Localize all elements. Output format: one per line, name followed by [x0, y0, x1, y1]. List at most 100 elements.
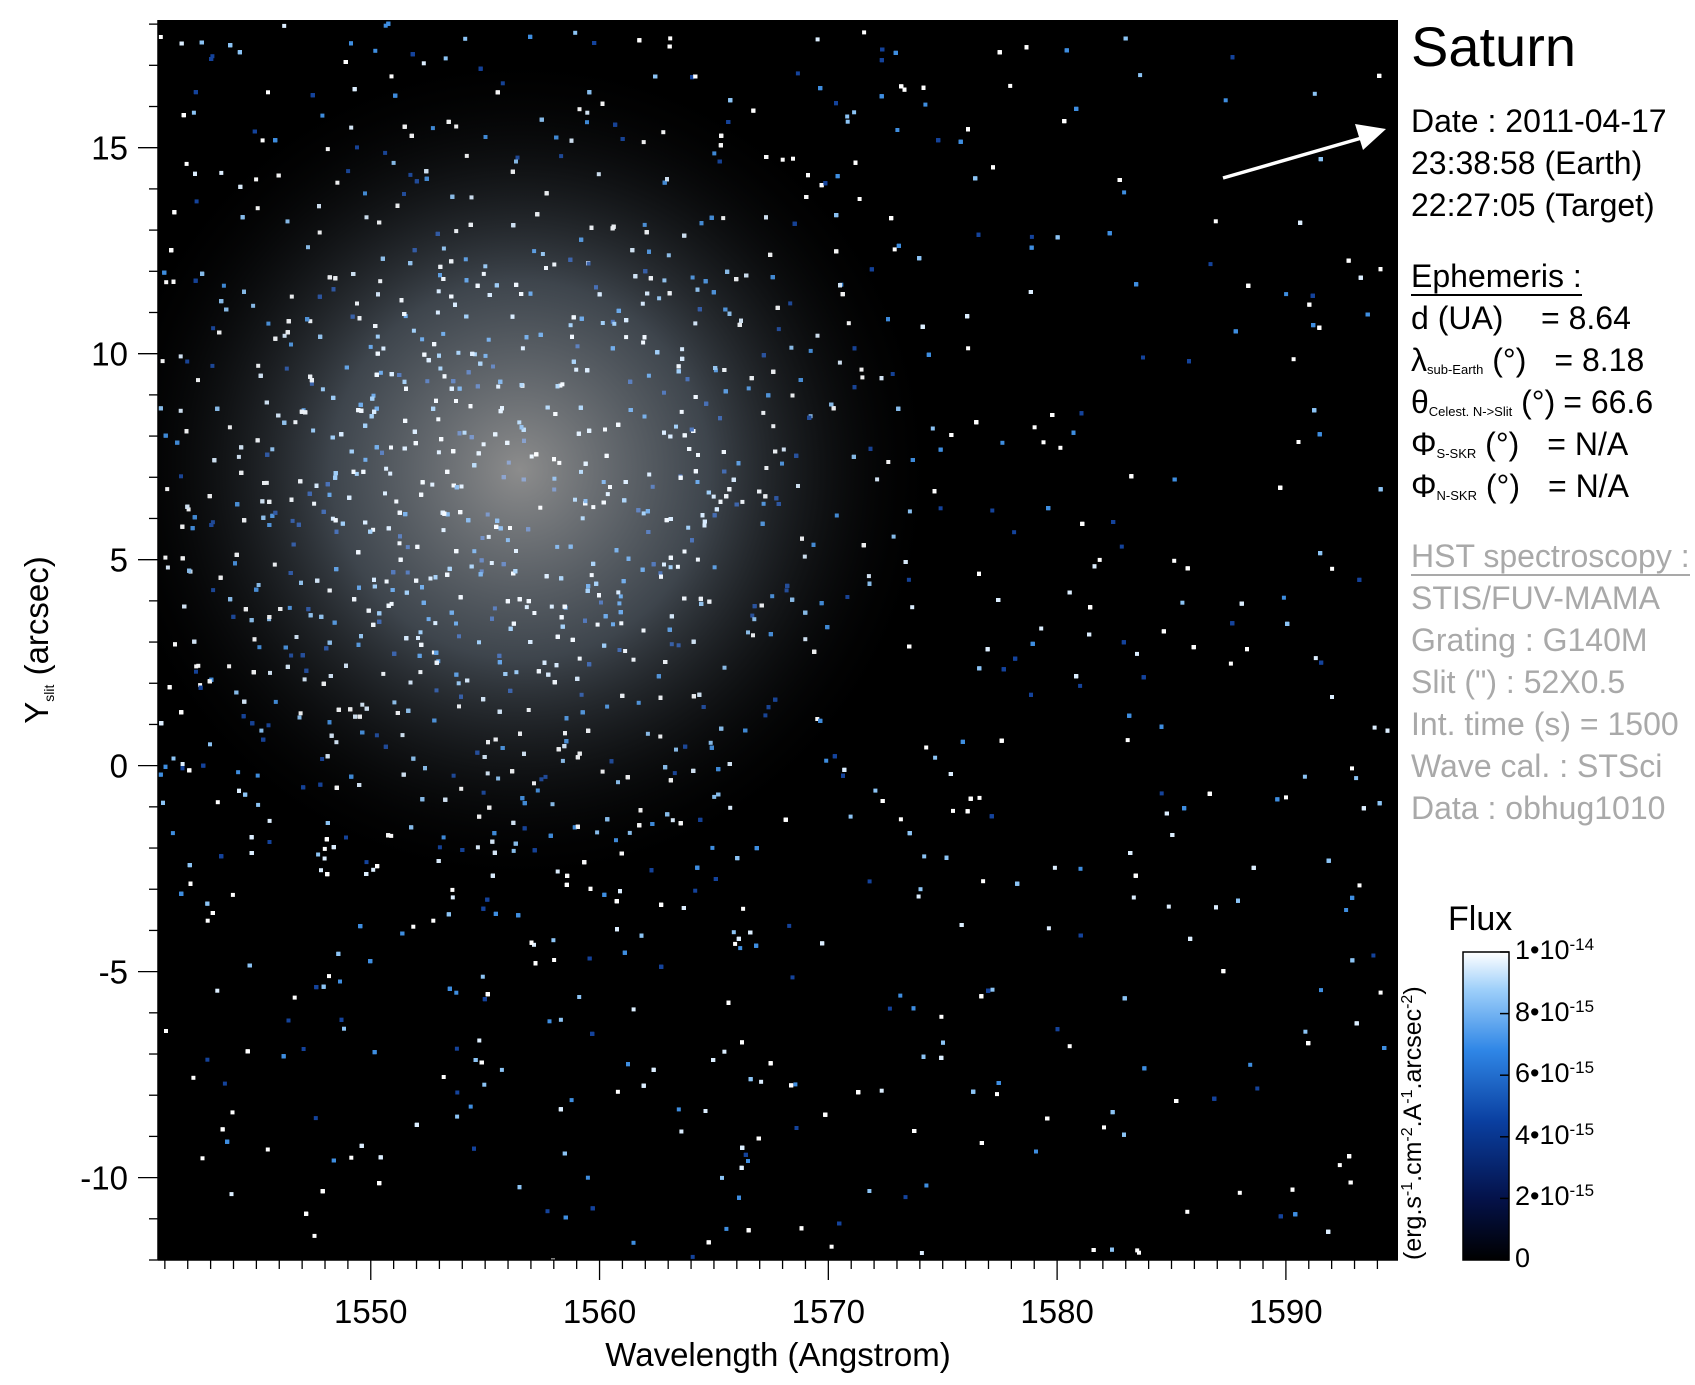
heatmap-pixel	[1187, 359, 1191, 364]
heatmap-pixel	[319, 868, 323, 873]
heatmap-pixel	[161, 800, 165, 805]
heatmap-pixel	[898, 993, 903, 998]
heatmap-pixel	[1134, 282, 1139, 287]
heatmap-pixel	[713, 877, 718, 881]
heatmap-pixel	[659, 902, 664, 907]
heatmap-pixel	[922, 854, 927, 859]
heatmap-pixel	[902, 87, 907, 92]
heatmap-pixel	[517, 1185, 522, 1190]
heatmap-pixel	[728, 98, 733, 103]
heatmap-pixel	[968, 796, 973, 801]
heatmap-pixel	[310, 93, 315, 98]
heatmap-pixel	[829, 1244, 834, 1249]
heatmap-pixel	[893, 50, 898, 55]
heatmap-pixel	[431, 918, 436, 923]
heatmap-pixel	[895, 128, 900, 132]
heatmap-pixel	[411, 924, 416, 929]
heatmap-pixel	[1097, 557, 1102, 562]
heatmap-pixel	[205, 901, 210, 906]
heatmap-pixel	[364, 860, 369, 865]
heatmap-pixel	[887, 1006, 892, 1011]
heatmap-pixel	[1307, 302, 1312, 307]
heatmap-pixel	[857, 197, 862, 201]
heatmap-pixel	[793, 1082, 798, 1087]
heatmap-pixel	[193, 90, 198, 95]
heatmap-pixel	[1067, 1044, 1072, 1049]
heatmap-pixel	[787, 923, 792, 928]
heatmap-pixel	[1029, 692, 1033, 697]
heatmap-pixel	[1127, 713, 1132, 718]
heatmap-pixel	[1318, 157, 1323, 162]
heatmap-pixel	[481, 906, 486, 911]
heatmap-pixel	[485, 897, 490, 902]
heatmap-pixel	[641, 1083, 646, 1088]
heatmap-pixel	[1312, 91, 1317, 96]
heatmap-pixel	[1357, 577, 1362, 582]
heatmap-pixel	[562, 1151, 567, 1156]
heatmap-pixel	[320, 1189, 325, 1194]
heatmap-pixel	[1182, 806, 1187, 811]
heatmap-pixel	[631, 1007, 636, 1012]
heatmap-pixel	[1166, 904, 1171, 909]
heatmap-pixel	[199, 40, 204, 45]
heatmap-pixel	[249, 835, 254, 840]
heatmap-pixel	[1131, 895, 1136, 900]
heatmap-pixel	[316, 852, 321, 857]
heatmap-pixel	[1138, 73, 1143, 78]
heatmap-pixel	[331, 1158, 336, 1163]
heatmap-pixel	[187, 863, 192, 868]
heatmap-pixel	[1185, 566, 1190, 571]
heatmap-pixel	[372, 1050, 377, 1055]
heatmap-pixel	[903, 1195, 908, 1200]
heatmap-pixel	[314, 985, 319, 990]
heatmap-pixel	[711, 1058, 716, 1062]
heatmap-pixel	[1034, 1149, 1038, 1154]
heatmap-pixel	[1041, 440, 1046, 445]
heatmap-pixel	[973, 176, 978, 181]
heatmap-pixel	[200, 1156, 205, 1161]
heatmap-pixel	[1135, 1248, 1140, 1253]
heatmap-pixel	[219, 170, 224, 175]
heatmap-pixel	[256, 802, 261, 807]
heatmap-pixel	[1313, 656, 1318, 661]
heatmap-pixel	[867, 879, 872, 884]
heatmap-pixel	[618, 889, 622, 894]
heatmap-pixel	[659, 964, 664, 969]
heatmap-pixel	[336, 951, 341, 956]
heatmap-pixel	[228, 43, 233, 48]
heatmap-pixel	[743, 1152, 748, 1157]
heatmap-pixel	[441, 1075, 446, 1079]
heatmap-pixel	[342, 1026, 346, 1031]
heatmap-pixel	[1223, 98, 1228, 103]
heatmap-pixel	[842, 767, 847, 772]
heatmap-pixel	[912, 1129, 917, 1133]
heatmap-pixel	[301, 1047, 306, 1051]
heatmap-pixel	[1028, 290, 1033, 294]
heatmap-pixel	[790, 975, 795, 980]
heatmap-pixel	[472, 1146, 476, 1151]
heatmap-pixel	[919, 1251, 924, 1255]
heatmap-pixel	[1000, 440, 1005, 445]
heatmap-pixel	[1121, 640, 1126, 645]
heatmap-pixel	[862, 30, 867, 35]
heatmap-pixel	[237, 50, 242, 55]
heatmap-pixel	[180, 762, 185, 766]
heatmap-pixel	[626, 1062, 630, 1067]
heatmap-pixel	[485, 992, 490, 997]
heatmap-pixel	[383, 23, 388, 28]
heatmap-pixel	[1208, 262, 1213, 267]
heatmap-pixel	[818, 86, 823, 91]
heatmap-pixel	[454, 1046, 459, 1051]
heatmap-pixel	[191, 1075, 196, 1080]
heatmap-pixel	[1293, 1212, 1298, 1217]
heatmap-pixel	[1237, 1190, 1242, 1195]
heatmap-pixel	[995, 1092, 999, 1097]
heatmap-pixel	[754, 943, 759, 948]
heatmap-pixel	[343, 60, 348, 64]
heatmap-pixel	[1133, 873, 1138, 878]
heatmap-pixel	[455, 1114, 460, 1119]
heatmap-pixel	[191, 110, 196, 115]
heatmap-pixel	[322, 856, 327, 861]
heatmap-pixel	[867, 1189, 872, 1193]
heatmap-pixel	[1248, 1062, 1253, 1067]
